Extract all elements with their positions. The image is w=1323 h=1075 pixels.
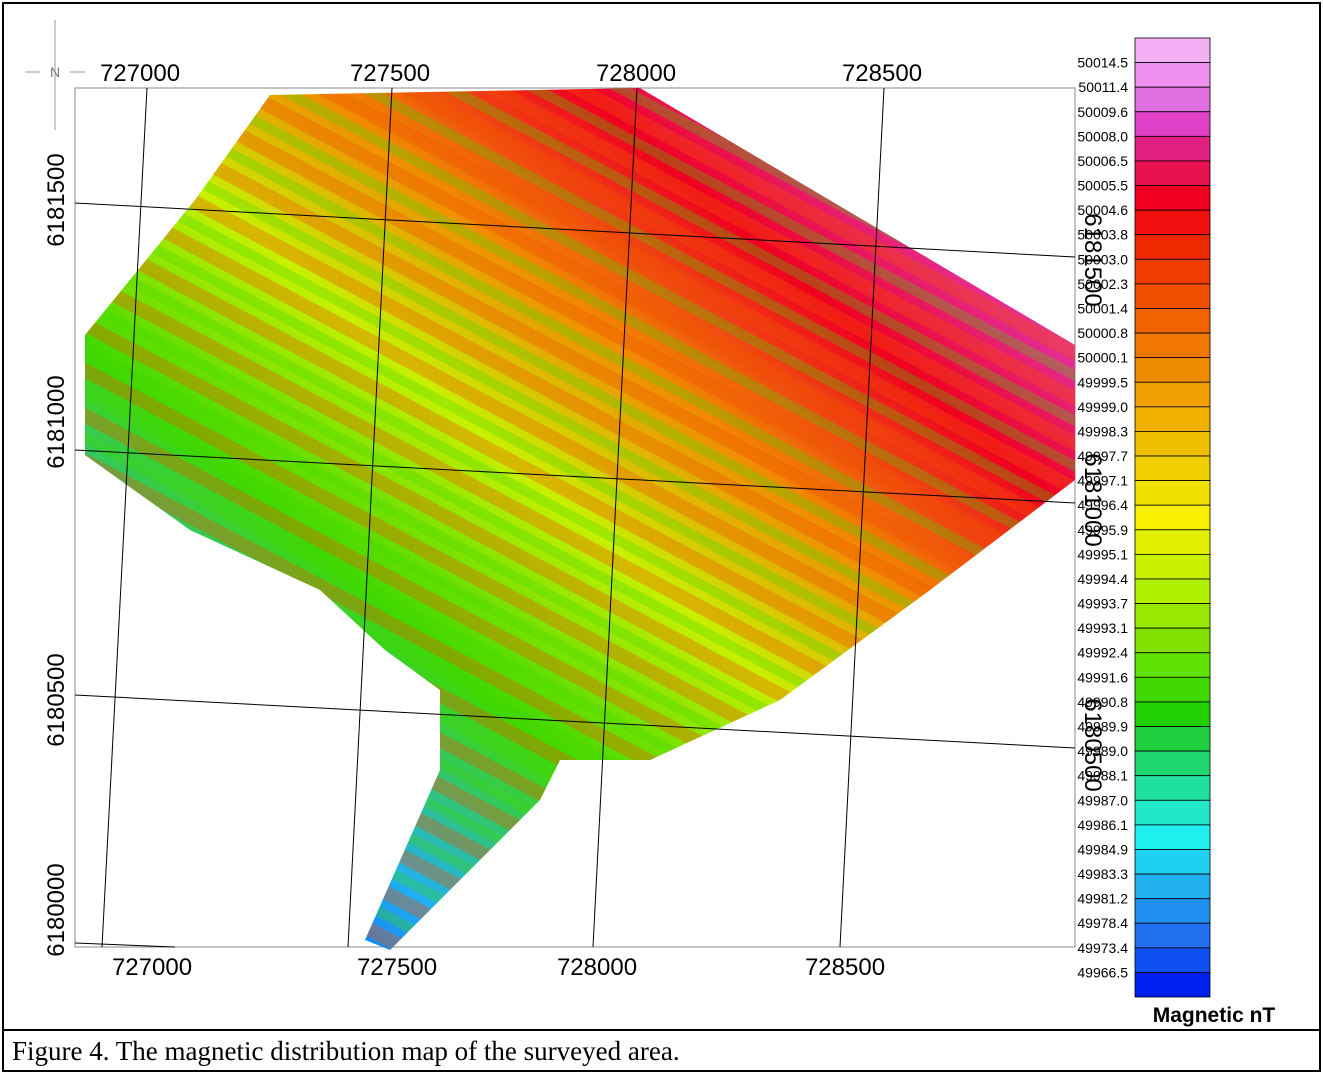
legend-swatch — [1135, 874, 1210, 899]
legend-swatch — [1135, 407, 1210, 432]
legend-swatch — [1135, 161, 1210, 186]
left-coordinate-label: 6180500 — [43, 653, 70, 746]
legend-swatch — [1135, 284, 1210, 309]
bottom-coordinate-label: 727500 — [357, 954, 437, 981]
legend-swatch — [1135, 505, 1210, 530]
legend-label: 49994.4 — [1077, 571, 1128, 587]
legend-swatch — [1135, 702, 1210, 727]
legend-label: 49992.4 — [1077, 645, 1128, 661]
legend-swatch — [1135, 259, 1210, 284]
legend-label: 49987.0 — [1077, 792, 1128, 808]
legend-swatch — [1135, 186, 1210, 211]
legend-swatch — [1135, 87, 1210, 112]
legend-swatch — [1135, 554, 1210, 579]
legend-swatch — [1135, 604, 1210, 629]
legend-label: 50011.4 — [1078, 79, 1128, 95]
legend-label: 50006.5 — [1077, 153, 1128, 169]
legend-swatch — [1135, 235, 1210, 260]
bottom-coordinate-label: 728000 — [557, 954, 637, 981]
legend-label: 49998.3 — [1077, 423, 1128, 439]
legend-swatch — [1135, 136, 1210, 161]
legend-swatch — [1135, 776, 1210, 801]
legend-label: 49978.4 — [1077, 915, 1128, 931]
legend-swatch — [1135, 38, 1210, 63]
bottom-coordinate-label: 727000 — [112, 954, 192, 981]
north-label: N — [50, 64, 60, 80]
legend-swatch — [1135, 800, 1210, 825]
legend-label: 49999.5 — [1077, 374, 1128, 390]
legend-swatch — [1135, 972, 1210, 997]
legend-label: 50009.6 — [1077, 104, 1128, 120]
legend-label: 50000.8 — [1077, 325, 1128, 341]
legend-swatch — [1135, 899, 1210, 924]
right-coordinate-label: 6181500 — [1079, 213, 1106, 306]
left-coordinate-label: 6180000 — [43, 863, 70, 956]
legend-swatch — [1135, 431, 1210, 456]
legend-swatch — [1135, 825, 1210, 850]
top-coordinate-label: 728500 — [842, 60, 922, 87]
legend-label: 49993.1 — [1077, 620, 1128, 636]
legend-swatch — [1135, 530, 1210, 555]
legend-label: 50014.5 — [1077, 55, 1128, 71]
legend-label: 49991.6 — [1077, 669, 1128, 685]
right-coordinate-label: 6181000 — [1079, 453, 1106, 546]
legend-swatch — [1135, 923, 1210, 948]
figure: N Magnetic nT Figure 4. The magnetic dis… — [0, 0, 1323, 1075]
legend-label: 50005.5 — [1077, 178, 1128, 194]
legend-swatch — [1135, 677, 1210, 702]
legend-swatch — [1135, 210, 1210, 235]
legend-swatch — [1135, 308, 1210, 333]
legend-swatch — [1135, 382, 1210, 407]
legend-swatch — [1135, 849, 1210, 874]
legend-label: 49983.3 — [1077, 866, 1128, 882]
legend-swatch — [1135, 112, 1210, 137]
right-coordinate-label: 6180500 — [1079, 698, 1106, 791]
legend-label: 49995.1 — [1077, 546, 1128, 562]
legend-label: 49981.2 — [1077, 891, 1128, 907]
top-coordinate-label: 728000 — [596, 60, 676, 87]
top-coordinate-label: 727500 — [350, 60, 430, 87]
caption: Figure 4. The magnetic distribution map … — [12, 1036, 680, 1066]
legend-swatch — [1135, 653, 1210, 678]
legend-label: 49993.7 — [1077, 596, 1128, 612]
legend-label: 49986.1 — [1077, 817, 1128, 833]
legend-swatch — [1135, 751, 1210, 776]
legend-swatch — [1135, 456, 1210, 481]
legend-swatch — [1135, 63, 1210, 88]
legend-swatch — [1135, 579, 1210, 604]
legend-label: 49966.5 — [1077, 964, 1128, 980]
legend-label: 50008.0 — [1077, 128, 1128, 144]
legend-swatch — [1135, 358, 1210, 383]
legend-swatch — [1135, 727, 1210, 752]
left-coordinate-label: 6181500 — [43, 153, 70, 246]
legend-title: Magnetic nT — [1153, 1004, 1276, 1027]
bottom-coordinate-label: 728500 — [805, 954, 885, 981]
legend-label: 50000.1 — [1077, 350, 1128, 366]
legend-label: 49999.0 — [1077, 399, 1128, 415]
legend-swatch — [1135, 628, 1210, 653]
legend-swatch — [1135, 333, 1210, 358]
legend-label: 49984.9 — [1077, 841, 1128, 857]
top-coordinate-label: 727000 — [100, 60, 180, 87]
left-coordinate-label: 6181000 — [43, 375, 70, 468]
legend-label: 49973.4 — [1077, 940, 1128, 956]
legend-swatch — [1135, 481, 1210, 506]
legend-swatch — [1135, 948, 1210, 973]
